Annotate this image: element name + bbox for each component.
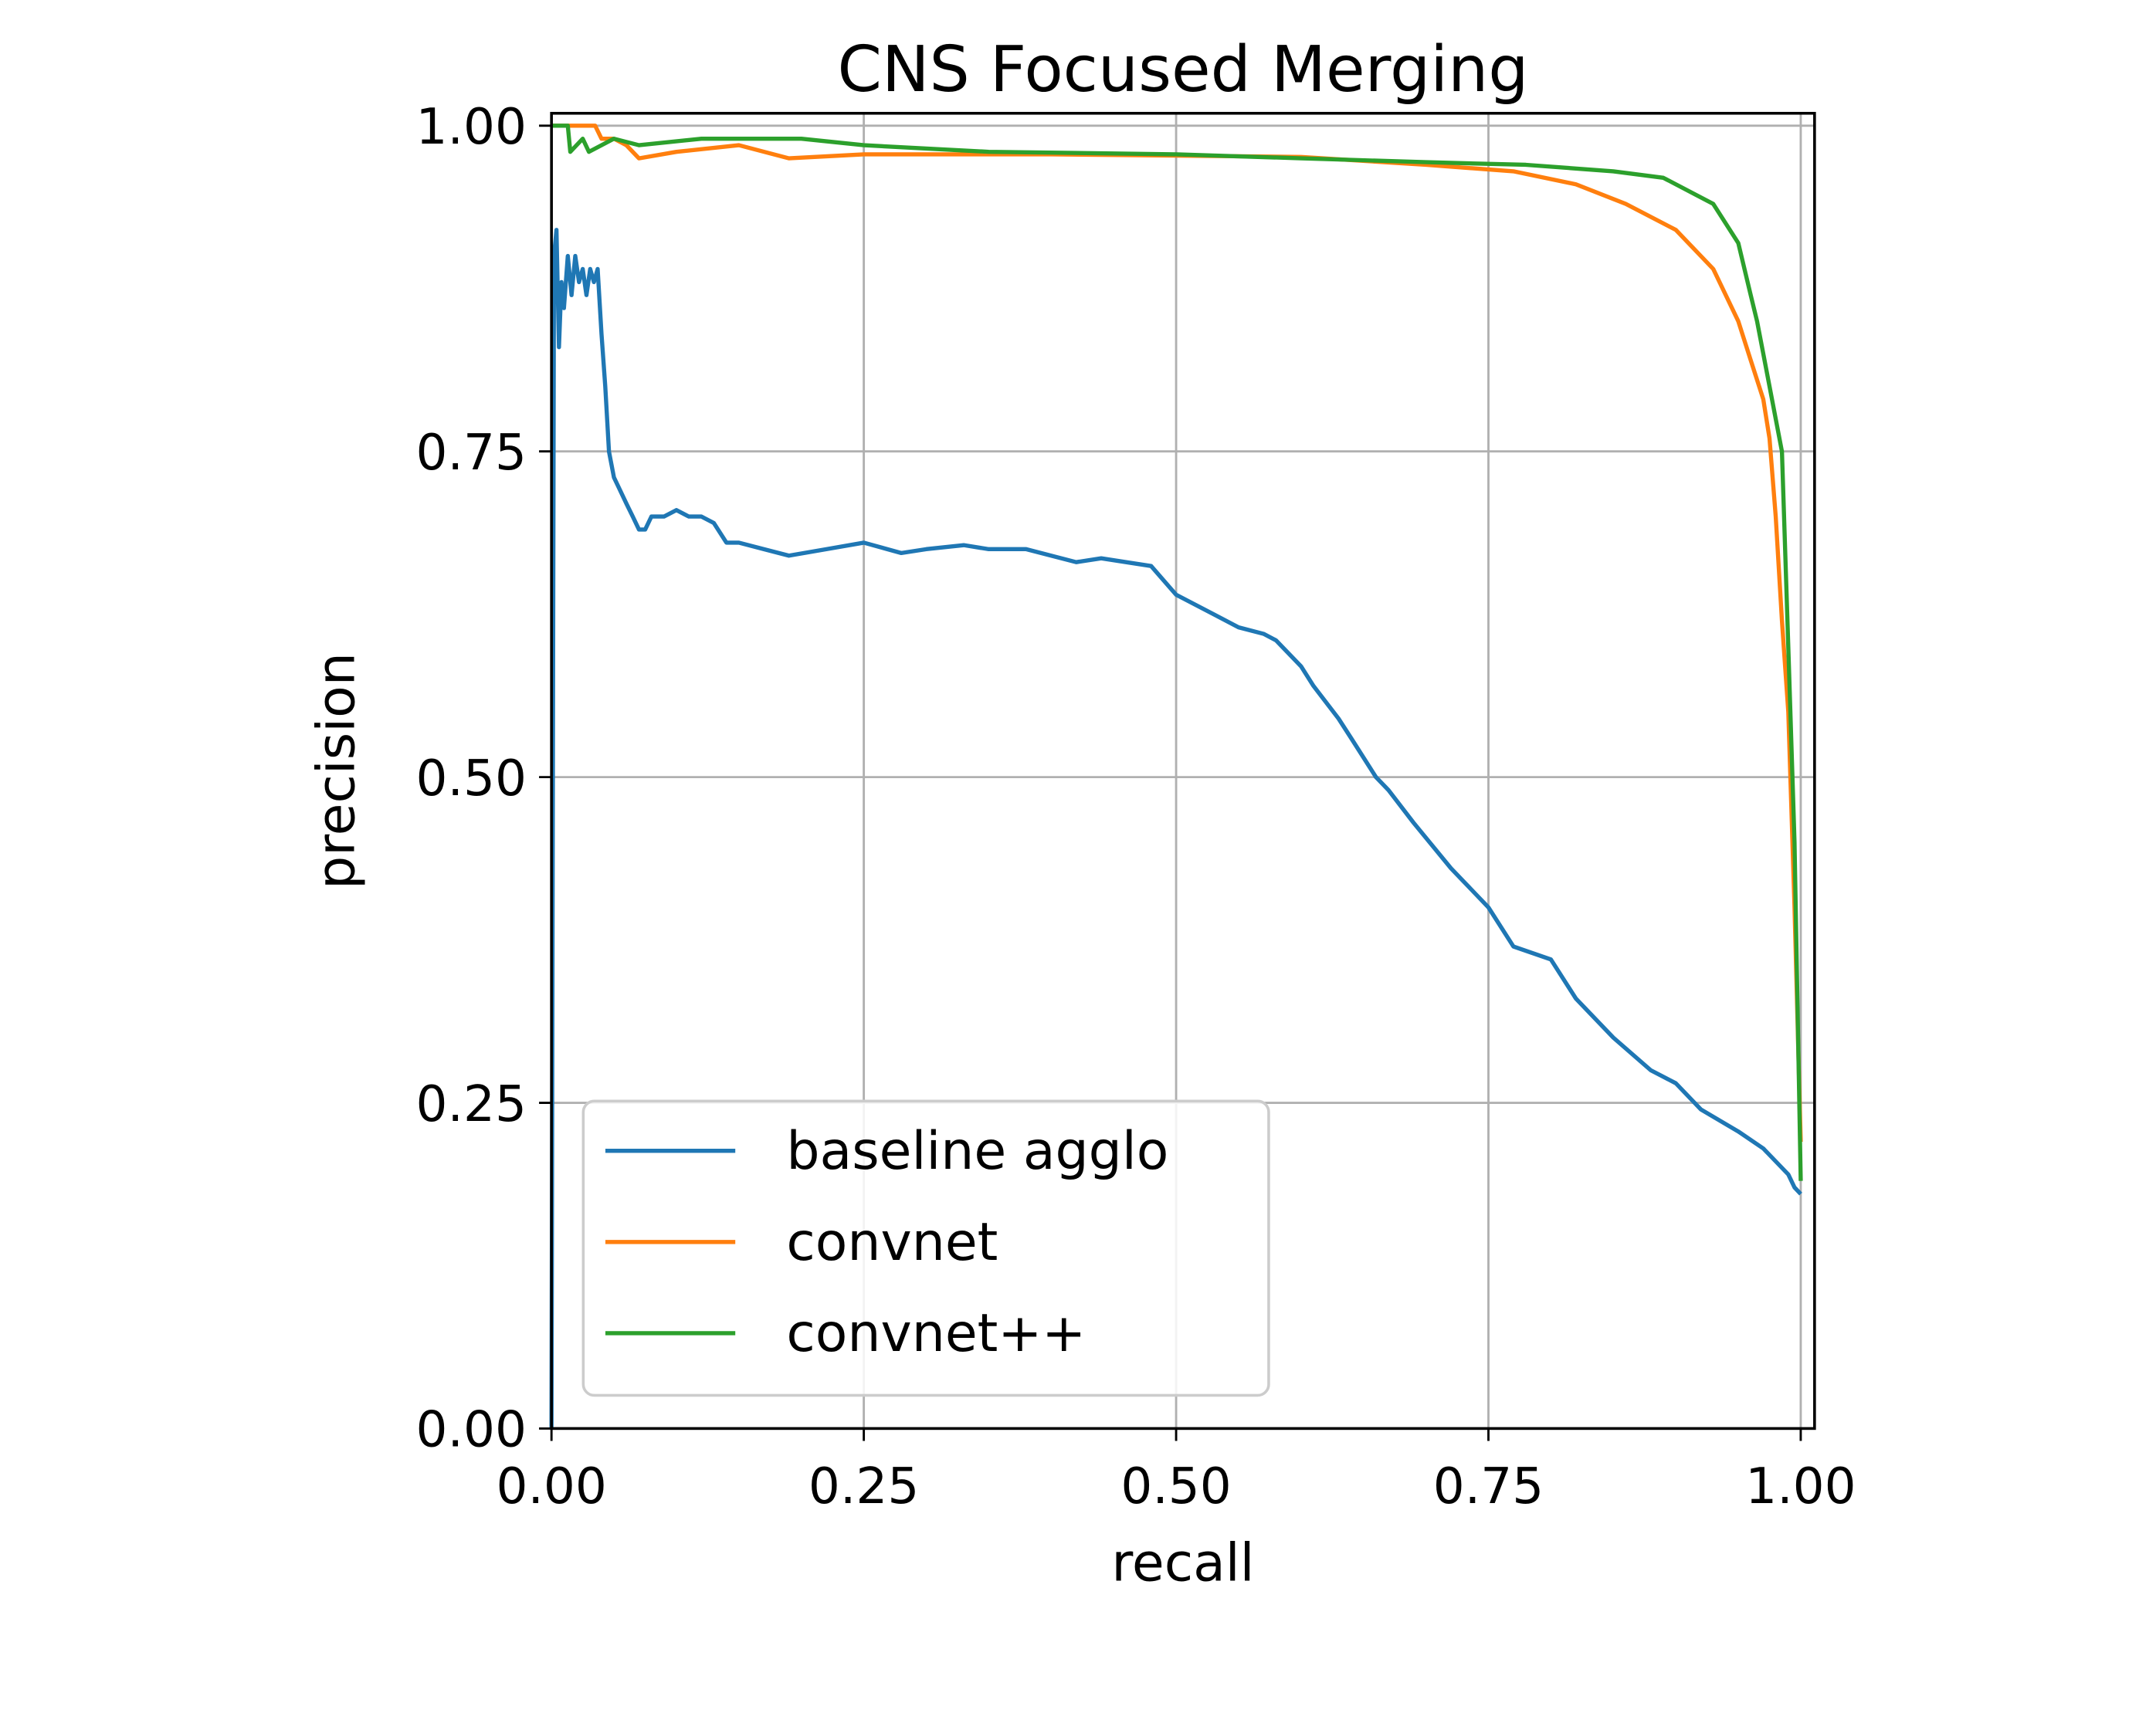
x-tick-label: 0.75 <box>1433 1458 1544 1515</box>
legend: baseline agglo convnet convnet++ <box>581 1099 1270 1397</box>
legend-label: baseline agglo <box>786 1121 1168 1182</box>
x-tick-label: 1.00 <box>1745 1458 1856 1515</box>
y-tick-label: 1.00 <box>416 98 527 156</box>
series-line-1 <box>551 124 1803 1143</box>
series-line-2 <box>551 124 1803 1181</box>
series-line-0 <box>549 228 1802 1429</box>
ticks: 0.00 0.25 0.50 0.75 1.00 0.00 0.25 0.50 0.75 1.00 <box>416 98 1856 1515</box>
y-tick-label: 0.75 <box>416 424 527 482</box>
x-tick-label: 0.25 <box>808 1458 919 1515</box>
x-tick-label: 0.00 <box>496 1458 606 1515</box>
series-lines <box>549 124 1803 1429</box>
y-tick-label: 0.00 <box>416 1401 527 1459</box>
y-tick-label: 0.50 <box>416 750 527 808</box>
legend-label: convnet <box>786 1212 998 1273</box>
y-axis-label: precision <box>306 652 367 889</box>
y-tick-label: 0.25 <box>416 1075 527 1133</box>
x-tick-label: 0.50 <box>1120 1458 1231 1515</box>
axes-frame <box>550 111 1816 1431</box>
x-axis-label: recall <box>1111 1532 1254 1593</box>
chart-title: CNS Focused Merging <box>837 33 1528 107</box>
legend-label: convnet++ <box>786 1303 1086 1364</box>
legend-box <box>581 1099 1270 1397</box>
